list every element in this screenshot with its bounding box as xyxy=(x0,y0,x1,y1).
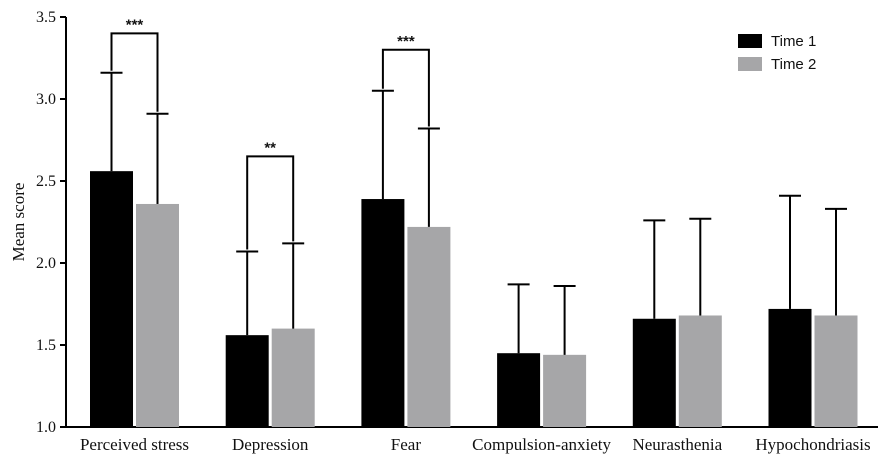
bar xyxy=(136,203,179,427)
significance-bracket xyxy=(381,48,430,127)
x-tick-label: Fear xyxy=(391,435,422,454)
bar xyxy=(678,315,722,427)
legend-label: Time 1 xyxy=(771,33,816,50)
bar xyxy=(632,318,676,427)
y-tick-label: 3.5 xyxy=(36,9,56,26)
y-axis-label: Mean score xyxy=(9,183,28,262)
bars xyxy=(90,171,858,427)
bar xyxy=(768,308,812,427)
bar xyxy=(543,354,587,427)
x-tick-label: Perceived stress xyxy=(80,435,189,454)
bar xyxy=(814,315,858,427)
y-tick-label: 2.5 xyxy=(36,173,56,190)
significance-bracket xyxy=(246,155,295,250)
x-tick-label: Compulsion-anxiety xyxy=(472,435,611,454)
axes: 1.0 1.5 2.0 2.5 3.0 3.5 xyxy=(36,9,878,436)
bar xyxy=(497,353,541,427)
legend-label: Time 2 xyxy=(771,56,816,73)
x-tick-label: Hypochondriasis xyxy=(755,435,870,454)
y-tick-label: 1.0 xyxy=(36,419,56,436)
bar xyxy=(90,171,133,427)
axis-labels: Mean score Perceived stress Depression Fear… xyxy=(9,183,871,454)
legend-swatch xyxy=(738,34,762,48)
bar xyxy=(225,335,269,427)
y-tick-label: 1.5 xyxy=(36,337,56,354)
bar xyxy=(271,328,315,427)
y-tick-label: 2.0 xyxy=(36,255,56,272)
significance-bracket xyxy=(110,32,159,112)
error-bars xyxy=(100,71,847,355)
legend-swatch xyxy=(738,57,762,71)
x-tick-label: Neurasthenia xyxy=(632,435,722,454)
y-tick-label: 3.0 xyxy=(36,91,56,108)
bar xyxy=(361,199,405,427)
significance-label: *** xyxy=(126,16,144,33)
legend: Time 1 Time 2 xyxy=(738,33,816,73)
significance-label: *** xyxy=(397,33,415,50)
significance-brackets: ******** xyxy=(110,16,430,250)
x-tick-label: Depression xyxy=(232,435,309,454)
significance-label: ** xyxy=(264,139,276,156)
bar xyxy=(407,226,451,427)
